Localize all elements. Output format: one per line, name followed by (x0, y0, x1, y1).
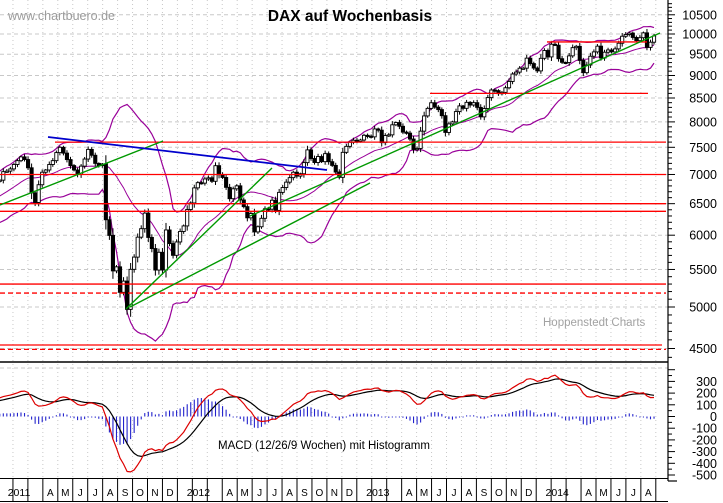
svg-text:J: J (452, 488, 457, 499)
svg-text:S: S (122, 488, 129, 499)
svg-text:-100: -100 (692, 422, 717, 436)
svg-text:9500: 9500 (689, 48, 717, 62)
svg-text:J: J (93, 488, 98, 499)
svg-text:A: A (585, 488, 592, 499)
macd-histogram (0, 398, 655, 445)
svg-text:O: O (495, 488, 503, 499)
svg-text:S: S (481, 488, 488, 499)
svg-text:N: N (331, 488, 338, 499)
svg-text:7000: 7000 (689, 168, 717, 182)
svg-text:8500: 8500 (689, 92, 717, 106)
svg-text:D: D (166, 488, 173, 499)
macd-lines (0, 374, 655, 473)
svg-text:N: N (510, 488, 517, 499)
svg-text:D: D (525, 488, 532, 499)
svg-text:A: A (47, 488, 54, 499)
svg-text:J: J (616, 488, 621, 499)
svg-text:A: A (645, 488, 652, 499)
svg-text:S: S (301, 488, 308, 499)
svg-text:J: J (631, 488, 636, 499)
svg-text:A: A (226, 488, 233, 499)
candlesticks (0, 28, 657, 317)
svg-text:6500: 6500 (689, 197, 717, 211)
svg-text:0: 0 (710, 410, 717, 424)
svg-text:J: J (272, 488, 277, 499)
svg-text:O: O (316, 488, 324, 499)
svg-text:2011: 2011 (8, 487, 31, 499)
svg-text:5500: 5500 (689, 263, 717, 277)
svg-text:J: J (78, 488, 83, 499)
svg-text:2012: 2012 (187, 487, 211, 499)
svg-text:10000: 10000 (682, 28, 717, 42)
svg-text:A: A (286, 488, 293, 499)
svg-text:M: M (599, 488, 607, 499)
svg-text:4500: 4500 (689, 342, 717, 356)
trendlines (0, 32, 661, 310)
svg-text:J: J (437, 488, 442, 499)
svg-text:O: O (136, 488, 144, 499)
svg-text:6000: 6000 (689, 229, 717, 243)
svg-text:-400: -400 (692, 457, 717, 471)
svg-text:5000: 5000 (689, 301, 717, 315)
price-axis: 10500 10000 9500 9000 8500 8000 7500 7000 6500 60… (667, 0, 717, 483)
svg-text:10500: 10500 (682, 8, 717, 22)
svg-text:-200: -200 (692, 433, 717, 447)
support-resistance-levels (0, 41, 666, 351)
svg-text:200: 200 (696, 387, 717, 401)
svg-text:M: M (61, 488, 69, 499)
svg-text:9000: 9000 (689, 69, 717, 83)
svg-text:100: 100 (696, 398, 717, 412)
svg-text:2014: 2014 (546, 487, 570, 499)
svg-text:8000: 8000 (689, 115, 717, 129)
svg-text:A: A (107, 488, 114, 499)
svg-text:N: N (151, 488, 158, 499)
svg-text:A: A (406, 488, 413, 499)
svg-text:7500: 7500 (689, 141, 717, 155)
svg-text:A: A (466, 488, 473, 499)
svg-text:2013: 2013 (366, 487, 390, 499)
svg-text:D: D (346, 488, 353, 499)
svg-text:M: M (241, 488, 249, 499)
svg-text:J: J (257, 488, 262, 499)
svg-text:-500: -500 (692, 469, 717, 483)
svg-text:-300: -300 (692, 445, 717, 459)
svg-text:300: 300 (696, 375, 717, 389)
bollinger-bands (0, 25, 655, 342)
time-axis-band: 2011 A M J J A S O N D 2012 A M J J A S O N D 2013 A M J J A S O N D 2… (0, 477, 668, 503)
svg-text:M: M (420, 488, 428, 499)
